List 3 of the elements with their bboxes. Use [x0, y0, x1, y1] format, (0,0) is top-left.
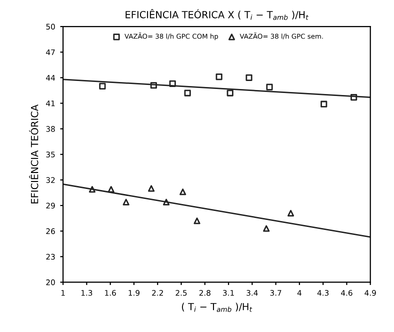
y-axis-title: EFICIÊNCIA TEÓRICA: [29, 104, 38, 204]
chart-title: EFICIÊNCIA TEÓRICA X ( T$_{i}$ − T$_{amb}$ )/H$_{t}$: [126, 9, 309, 20]
x-axis-title: ( T$_{i}$ − T$_{amb}$ )/H$_{t}$: [182, 302, 252, 312]
